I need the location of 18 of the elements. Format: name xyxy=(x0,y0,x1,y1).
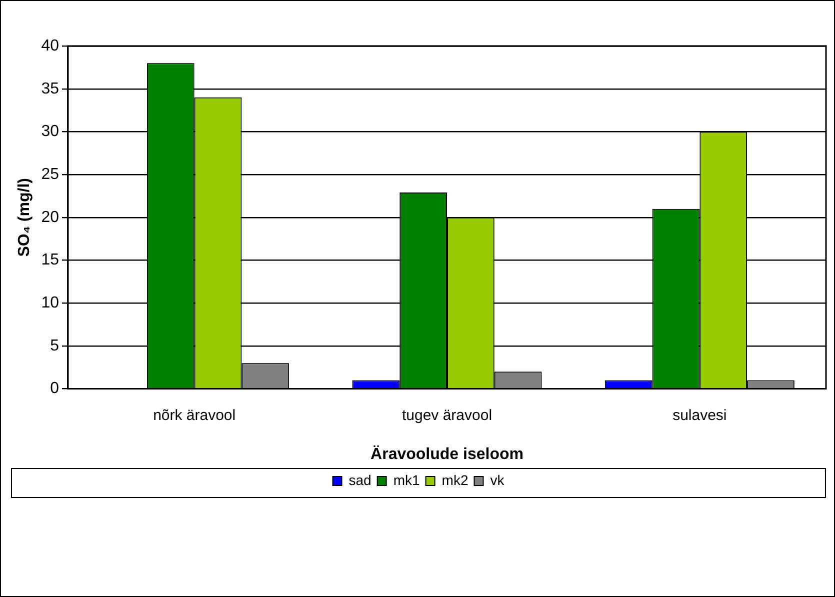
x-axis-title: Äravoolude iseloom xyxy=(370,444,524,463)
y-tick-label: 10 xyxy=(41,294,60,312)
x-tick-label: sulavesi xyxy=(672,406,727,424)
y-tick-label: 40 xyxy=(41,37,60,54)
y-tick-label: 0 xyxy=(50,380,60,398)
y-tick-label: 5 xyxy=(50,337,60,354)
legend-label: mk2 xyxy=(442,472,468,488)
y-axis-title: SO₄ (mg/l) xyxy=(16,178,34,257)
y-tick-label: 35 xyxy=(41,80,60,98)
legend-label: sad xyxy=(348,472,372,488)
y-tick-label: 20 xyxy=(41,208,60,226)
x-tick-label: nõrk äravool xyxy=(153,406,236,424)
y-tick-label: 25 xyxy=(41,166,60,183)
legend-label: vk xyxy=(490,472,506,488)
legend-label: mk1 xyxy=(393,472,420,488)
x-tick-label: tugev äravool xyxy=(402,406,492,424)
y-tick-label: 30 xyxy=(41,123,60,140)
y-tick-label: 15 xyxy=(41,252,60,269)
